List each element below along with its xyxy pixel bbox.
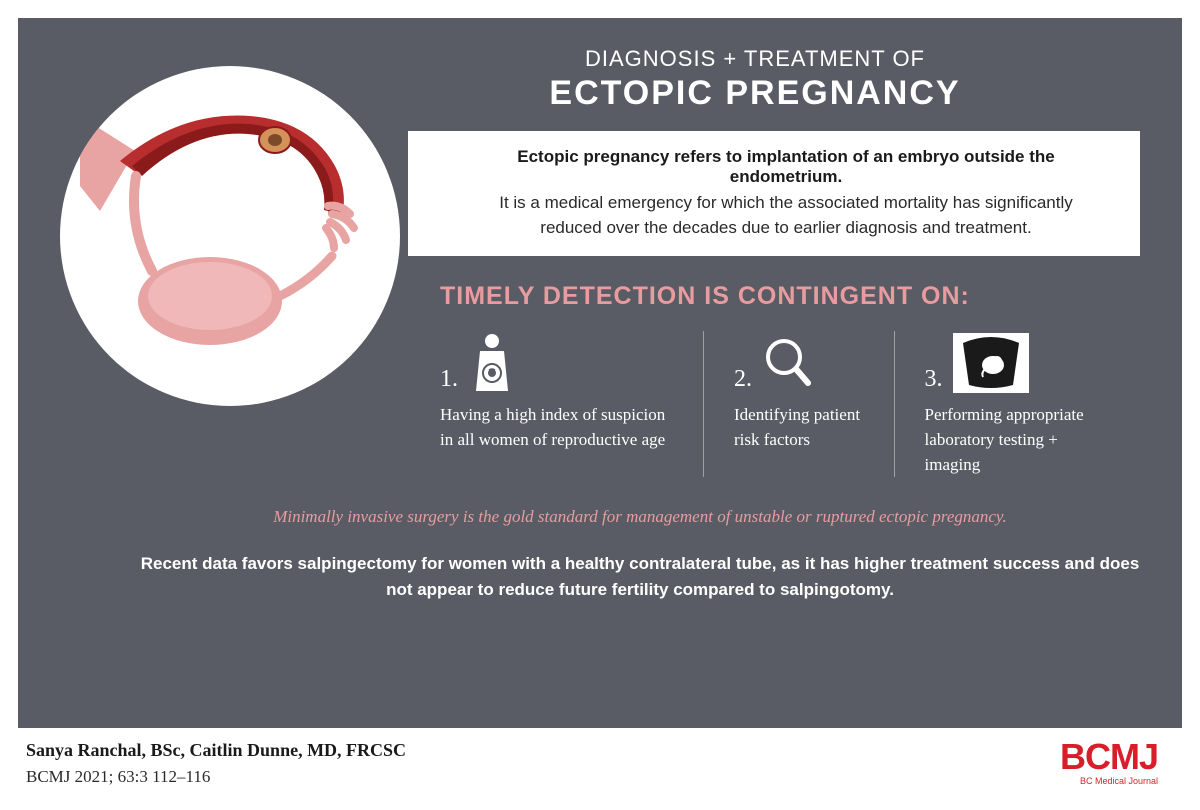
- logo-subtitle: BC Medical Journal: [1060, 776, 1158, 786]
- magnifier-icon: [762, 337, 814, 393]
- logo-text: BCMJ: [1060, 741, 1158, 773]
- main-panel: DIAGNOSIS + TREATMENT OF ECTOPIC PREGNAN…: [18, 18, 1182, 728]
- detection-item-3: 3. Performing appropriate laboratory tes…: [894, 331, 1140, 477]
- detection-text-3: Performing appropriate laboratory testin…: [925, 403, 1110, 477]
- footer-left: Sanya Ranchal, BSc, Caitlin Dunne, MD, F…: [26, 740, 406, 787]
- intro-box: Ectopic pregnancy refers to implantation…: [408, 131, 1140, 256]
- detection-num-2: 2.: [734, 366, 752, 393]
- ultrasound-icon: [953, 333, 1029, 393]
- intro-body: It is a medical emergency for which the …: [468, 191, 1104, 240]
- salpingectomy-note: Recent data favors salpingectomy for wom…: [140, 551, 1140, 604]
- title-block: DIAGNOSIS + TREATMENT OF ECTOPIC PREGNAN…: [370, 46, 1140, 113]
- gold-standard-note: Minimally invasive surgery is the gold s…: [140, 505, 1140, 529]
- citation: BCMJ 2021; 63:3 112–116: [26, 767, 406, 787]
- anatomy-illustration: [60, 66, 400, 406]
- fallopian-tube-icon: [80, 96, 380, 376]
- bcmj-logo: BCMJ BC Medical Journal: [1060, 741, 1158, 785]
- pregnant-person-icon: [468, 333, 516, 393]
- detection-num-1: 1.: [440, 366, 458, 393]
- detection-text-2: Identifying patient risk factors: [734, 403, 864, 452]
- detection-subhead: TIMELY DETECTION IS CONTINGENT ON:: [440, 282, 1140, 311]
- intro-bold: Ectopic pregnancy refers to implantation…: [468, 147, 1104, 187]
- detection-row: 1. Having a high index of suspicion in a…: [440, 331, 1140, 477]
- detection-item-2: 2. Identifying patient risk factors: [703, 331, 894, 477]
- authors: Sanya Ranchal, BSc, Caitlin Dunne, MD, F…: [26, 740, 406, 761]
- detection-item-1: 1. Having a high index of suspicion in a…: [440, 331, 703, 477]
- detection-text-1: Having a high index of suspicion in all …: [440, 403, 673, 452]
- title-main: ECTOPIC PREGNANCY: [370, 74, 1140, 113]
- footer: Sanya Ranchal, BSc, Caitlin Dunne, MD, F…: [18, 728, 1182, 787]
- title-pre: DIAGNOSIS + TREATMENT OF: [370, 46, 1140, 72]
- detection-num-3: 3.: [925, 366, 943, 393]
